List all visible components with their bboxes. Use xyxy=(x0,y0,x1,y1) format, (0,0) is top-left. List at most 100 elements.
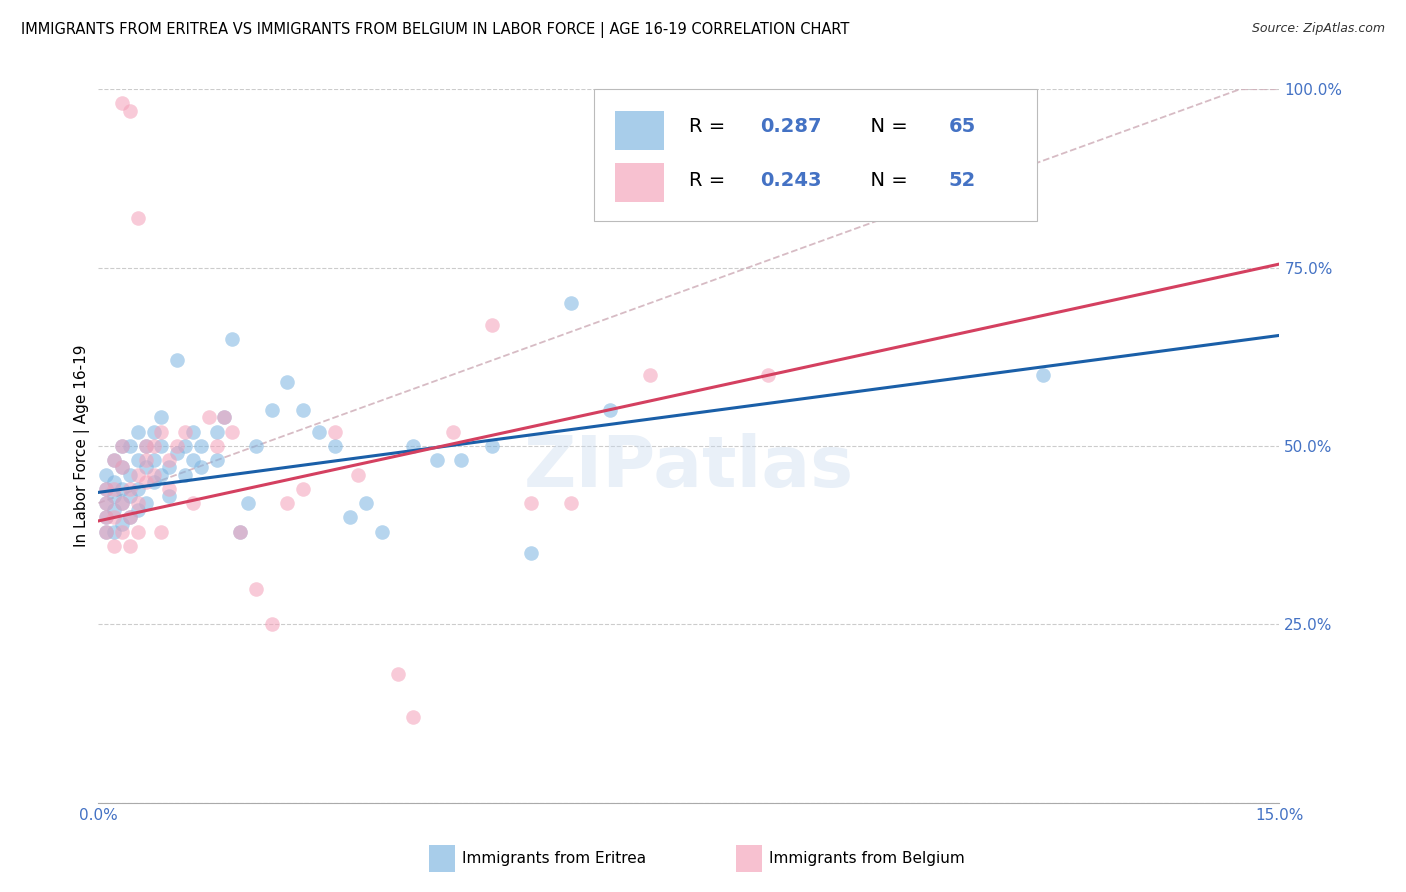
Point xyxy=(190,439,212,453)
Text: 0.243: 0.243 xyxy=(759,171,821,190)
Point xyxy=(387,667,409,681)
Point xyxy=(371,524,394,539)
Point xyxy=(127,425,149,439)
FancyBboxPatch shape xyxy=(595,89,1038,221)
Point xyxy=(150,410,173,425)
Point xyxy=(166,446,188,460)
Point xyxy=(166,353,188,368)
Point xyxy=(111,496,134,510)
Point xyxy=(229,524,252,539)
Point xyxy=(347,467,370,482)
Text: IMMIGRANTS FROM ERITREA VS IMMIGRANTS FROM BELGIUM IN LABOR FORCE | AGE 16-19 CO: IMMIGRANTS FROM ERITREA VS IMMIGRANTS FR… xyxy=(21,22,849,38)
Point xyxy=(638,368,661,382)
Point xyxy=(181,425,204,439)
Point xyxy=(103,510,125,524)
Point xyxy=(103,489,125,503)
Point xyxy=(142,475,165,489)
Y-axis label: In Labor Force | Age 16-19: In Labor Force | Age 16-19 xyxy=(75,344,90,548)
Point xyxy=(96,524,118,539)
Point xyxy=(292,403,315,417)
Point xyxy=(103,524,125,539)
Point xyxy=(166,439,188,453)
Text: Immigrants from Belgium: Immigrants from Belgium xyxy=(769,851,965,866)
Point xyxy=(229,524,252,539)
Point xyxy=(323,425,346,439)
Point xyxy=(450,453,472,467)
Point xyxy=(127,211,149,225)
Point xyxy=(127,503,149,517)
Point xyxy=(236,496,259,510)
Bar xyxy=(737,845,762,872)
Point xyxy=(111,517,134,532)
Point xyxy=(354,496,377,510)
Point xyxy=(103,453,125,467)
Point xyxy=(96,510,118,524)
Point xyxy=(1032,368,1054,382)
Point xyxy=(174,439,197,453)
Point xyxy=(157,482,180,496)
Point xyxy=(127,453,149,467)
Point xyxy=(157,453,180,467)
Point xyxy=(127,496,149,510)
Point xyxy=(118,482,141,496)
Point xyxy=(111,524,134,539)
Point xyxy=(118,439,141,453)
Point xyxy=(150,439,173,453)
Point xyxy=(96,496,118,510)
Text: R =: R = xyxy=(689,117,731,136)
Point xyxy=(118,510,141,524)
Point xyxy=(150,467,173,482)
Point xyxy=(111,96,134,111)
Point xyxy=(481,439,503,453)
Point xyxy=(127,482,149,496)
Point xyxy=(520,496,543,510)
Point xyxy=(118,510,141,524)
Point xyxy=(276,375,298,389)
Point xyxy=(245,439,267,453)
Point xyxy=(96,482,118,496)
Point xyxy=(205,439,228,453)
Point xyxy=(111,496,134,510)
Point xyxy=(402,439,425,453)
Point xyxy=(205,425,228,439)
Point xyxy=(111,460,134,475)
Point xyxy=(142,425,165,439)
Text: 0.287: 0.287 xyxy=(759,117,821,136)
Point xyxy=(323,439,346,453)
Point xyxy=(96,510,118,524)
Point xyxy=(103,503,125,517)
Point xyxy=(339,510,361,524)
Point xyxy=(103,475,125,489)
Point xyxy=(135,439,157,453)
Point xyxy=(260,403,283,417)
Text: 52: 52 xyxy=(949,171,976,190)
Text: Immigrants from Eritrea: Immigrants from Eritrea xyxy=(463,851,647,866)
Point xyxy=(135,439,157,453)
Point xyxy=(118,103,141,118)
Point xyxy=(426,453,449,467)
Text: N =: N = xyxy=(858,171,914,190)
Point xyxy=(118,539,141,553)
Point xyxy=(103,453,125,467)
Point xyxy=(135,460,157,475)
Point xyxy=(96,482,118,496)
Point xyxy=(142,439,165,453)
Bar xyxy=(614,162,664,202)
Point xyxy=(181,453,204,467)
Point xyxy=(142,467,165,482)
Point xyxy=(560,496,582,510)
Text: 65: 65 xyxy=(949,117,976,136)
Point xyxy=(111,460,134,475)
Point xyxy=(111,439,134,453)
Point xyxy=(118,489,141,503)
Point xyxy=(205,453,228,467)
Bar xyxy=(429,845,456,872)
Point xyxy=(127,524,149,539)
Point xyxy=(214,410,236,425)
Point xyxy=(560,296,582,310)
Point xyxy=(276,496,298,510)
Point xyxy=(292,482,315,496)
Point xyxy=(599,403,621,417)
Point xyxy=(214,410,236,425)
Point xyxy=(190,460,212,475)
